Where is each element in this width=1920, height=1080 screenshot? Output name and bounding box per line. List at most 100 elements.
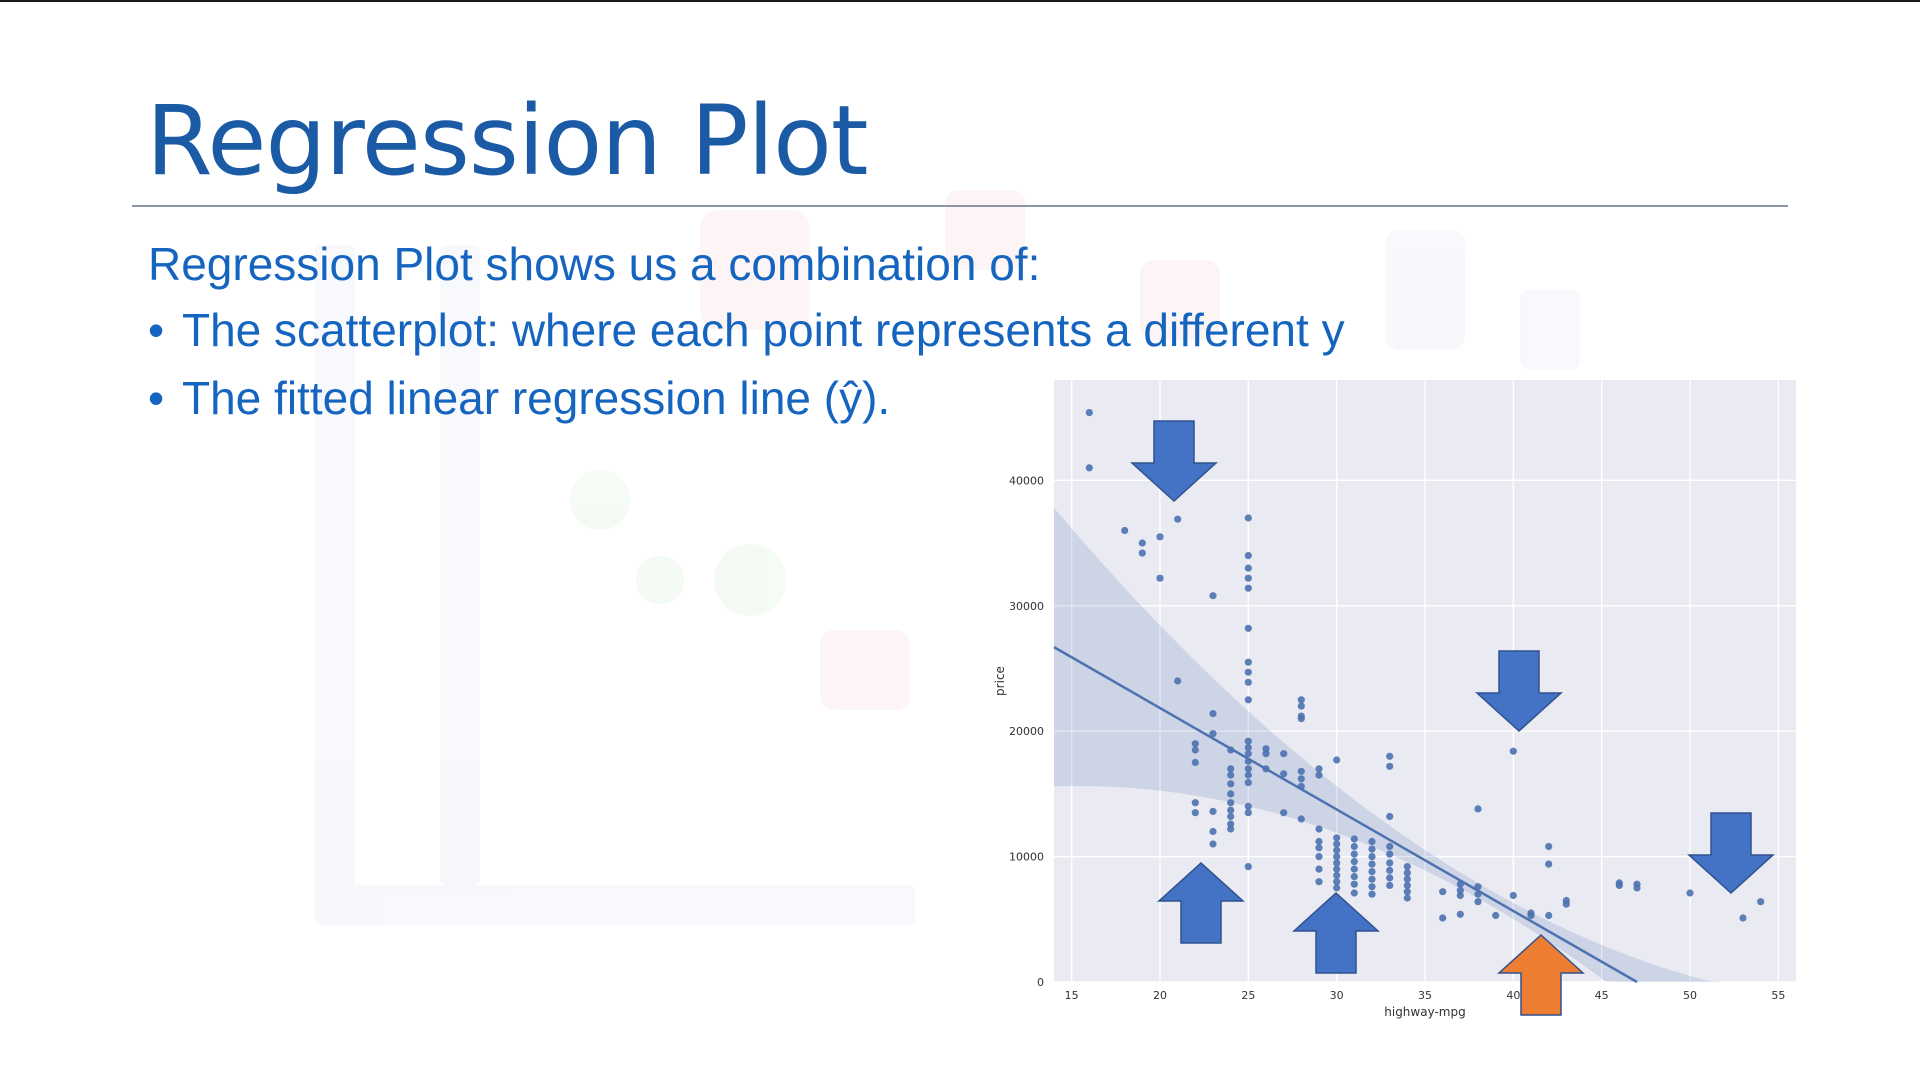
x-tick-label: 25 (1241, 989, 1255, 1002)
scatter-point (1403, 875, 1411, 883)
scatter-point (1315, 825, 1323, 833)
x-tick-labels: 15 20 25 30 35 40 45 50 55 (1065, 989, 1786, 1002)
scatter-point (1562, 900, 1570, 908)
scatter-point (1138, 549, 1146, 557)
scatter-point (1350, 842, 1358, 851)
regression-line (1053, 646, 1638, 984)
scatter-point (1315, 837, 1323, 846)
scatter-point (1244, 574, 1252, 582)
x-tick-label: 15 (1065, 989, 1079, 1002)
y-tick-labels: 0 10000 20000 30000 40000 (1009, 474, 1044, 989)
bullet-text: The fitted linear regression line (ŷ). (182, 372, 891, 424)
annotation-arrows (1130, 420, 1775, 1016)
orange-arrow-icon (1497, 933, 1585, 1016)
scatter-point (1368, 883, 1376, 891)
scatter-point (1244, 624, 1252, 632)
scatter-point (1244, 584, 1252, 592)
scatter-point (1280, 770, 1288, 778)
x-tick-label: 30 (1330, 989, 1344, 1002)
scatter-point (1333, 878, 1341, 886)
scatter-point (1403, 881, 1411, 890)
scatter-point (1209, 730, 1217, 738)
scatter-point (1227, 771, 1235, 779)
scatter-point (1350, 850, 1358, 858)
scatter-point (1403, 863, 1411, 871)
scatter-point (1474, 805, 1482, 813)
scatter-point (1262, 750, 1270, 758)
scatter-point (1403, 869, 1411, 877)
scatter-point (1244, 552, 1252, 560)
scatter-point (1333, 859, 1341, 867)
scatter-point (1244, 743, 1252, 752)
top-border (0, 0, 1920, 2)
scatter-point (1368, 837, 1376, 846)
scatter-point (1386, 866, 1394, 875)
x-tick-label: 45 (1595, 989, 1609, 1002)
scatter-point (1121, 526, 1129, 535)
scatter-point (1227, 790, 1235, 798)
scatter-point (1333, 865, 1341, 873)
scatter-point (1368, 860, 1376, 868)
scatter-point (1456, 886, 1464, 895)
scatter-point (1350, 865, 1358, 873)
scatter-point (1333, 840, 1341, 848)
scatter-point (1209, 840, 1217, 848)
scatter-point (1138, 539, 1146, 547)
scatter-point (1085, 409, 1093, 417)
scatter-point (1085, 464, 1093, 472)
scatter-point (1280, 809, 1288, 817)
blue-arrow-down-icon (1130, 420, 1218, 503)
scatter-point (1386, 842, 1394, 851)
scatter-point (1333, 853, 1341, 861)
scatter-point (1527, 911, 1535, 920)
scatter-points (1085, 409, 1765, 922)
confidence-band-area (1054, 507, 1743, 982)
scatter-point (1386, 752, 1394, 760)
blue-arrow-down-icon (1687, 812, 1775, 895)
scatter-point (1244, 514, 1252, 522)
x-tick-label: 40 (1506, 989, 1520, 1002)
scatter-point (1615, 881, 1623, 890)
scatter-point (1757, 898, 1765, 906)
scatter-point (1739, 914, 1747, 922)
scatter-point (1227, 812, 1235, 821)
scatter-point (1209, 807, 1217, 816)
scatter-point (1174, 515, 1182, 523)
scatter-point (1156, 533, 1164, 541)
scatter-point (1191, 746, 1199, 754)
scatter-point (1227, 780, 1235, 788)
scatter-point (1350, 889, 1358, 897)
scatter-point (1350, 858, 1358, 866)
scatter-point (1686, 889, 1694, 897)
scatter-point (1315, 844, 1323, 852)
bullet-dot-icon: • (148, 372, 165, 424)
scatter-point (1209, 592, 1217, 600)
scatter-point (1386, 881, 1394, 890)
scatter-point (1386, 874, 1394, 882)
scatter-point (1227, 820, 1235, 828)
scatter-point (1474, 898, 1482, 906)
scatter-point (1244, 737, 1252, 745)
scatter-point (1456, 910, 1464, 918)
scatter-point (1333, 884, 1341, 892)
scatter-point (1174, 677, 1182, 685)
scatter-point (1333, 846, 1341, 854)
x-tick-label: 50 (1683, 989, 1697, 1002)
x-tick-label: 20 (1153, 989, 1167, 1002)
scatter-point (1545, 842, 1553, 851)
scatter-point (1244, 668, 1252, 676)
scatter-point (1262, 745, 1270, 753)
scatter-point (1633, 884, 1641, 892)
scatter-point (1209, 827, 1217, 836)
scatter-point (1368, 853, 1376, 861)
scatter-point (1315, 765, 1323, 773)
scatter-point (1244, 802, 1252, 811)
scatter-point (1297, 767, 1305, 775)
title-divider (132, 205, 1788, 207)
scatter-point (1509, 891, 1517, 900)
scatter-point (1456, 891, 1464, 900)
scatter-point (1227, 799, 1235, 807)
scatter-point (1386, 859, 1394, 867)
scatter-point (1315, 878, 1323, 886)
